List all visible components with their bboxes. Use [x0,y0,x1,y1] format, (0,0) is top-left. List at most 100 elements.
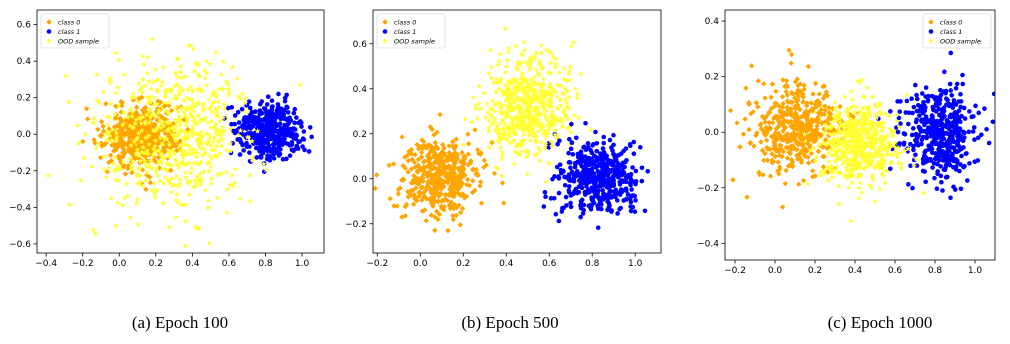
ood-sample-point [198,181,204,188]
class-1-point [275,108,280,114]
ood-sample-point [197,132,203,139]
class-1-point [619,172,625,178]
class-1-point [259,99,265,104]
ood-sample-point [575,114,582,121]
class-0-point [775,159,781,165]
class-1-point [929,150,935,156]
ood-sample-point [177,121,183,128]
ood-sample-point [160,200,167,206]
ood-sample-point [150,79,156,85]
ood-sample-point [143,134,149,141]
ood-sample-point [874,131,880,137]
class-0-point [405,158,411,164]
class-0-point [151,133,158,139]
legend-label: class 0 [58,18,80,26]
ood-sample-point [74,122,81,128]
class-1-point [918,129,924,134]
ood-sample-point [801,131,808,137]
ood-sample-point [146,164,153,170]
y-tick-label: −0.2 [345,220,367,230]
ood-sample-point [104,128,111,135]
ood-sample-point [495,165,501,171]
class-1-point [280,157,286,162]
ood-sample-point [510,106,516,112]
ood-sample-point [205,139,212,145]
class-0-point [174,147,180,154]
ood-sample-point [857,160,864,166]
class-1-point [932,127,937,133]
class-1-point [568,146,574,152]
ood-sample-point [45,172,51,178]
ood-sample-point [833,164,840,170]
legend-label: class 1 [394,28,416,36]
class-1-point [605,207,610,213]
class-1-point [564,203,569,208]
class-0-point [418,154,425,160]
ood-sample-point [876,148,882,155]
ood-sample-point [91,115,97,121]
class-0-point [742,116,748,122]
ood-sample-point [173,71,179,78]
ood-sample-point [518,51,525,57]
class-0-point [456,202,462,209]
class-1-point [627,143,633,149]
x-tick-label: 0.0 [413,259,428,269]
class-1-point [282,95,288,101]
ood-sample-point [496,58,502,64]
ood-sample-point [861,105,867,111]
class-1-point [566,160,572,165]
class-0-point [730,177,736,183]
ood-sample-point [563,96,569,102]
ood-sample-point [542,144,548,150]
class-1-point [914,108,920,114]
class-1-point [633,168,639,174]
ood-sample-point [176,84,183,90]
ood-sample-point [553,127,559,133]
class-0-point [775,116,782,122]
class-0-point [400,176,406,182]
ood-sample-point [212,92,219,98]
ood-sample-point [548,95,554,101]
class-1-point [599,174,604,180]
ood-sample-point [520,132,527,138]
ood-sample-point [158,125,164,131]
legend-label: class 1 [940,28,962,36]
class-1-point [621,179,626,184]
ood-sample-point [882,111,889,117]
ood-sample-point [884,148,890,155]
class-1-point [908,163,913,169]
ood-sample-point [873,129,880,135]
class-1-point [888,109,893,114]
class-0-point [155,131,161,137]
class-0-point [155,154,162,161]
ood-sample-point [861,165,867,172]
ood-sample-point [848,143,854,150]
ood-sample-point [845,175,851,181]
class-1-point [259,128,265,134]
ood-sample-point [225,92,232,98]
class-1-point [239,106,245,112]
x-tick-label: 0.2 [808,266,822,276]
class-1-point [257,148,262,154]
class-1-point [598,183,604,188]
ood-sample-point [472,103,479,109]
legend-marker-class-0 [382,19,388,25]
class-0-point [419,137,425,143]
ood-sample-point [828,122,834,129]
class-1-point [611,167,616,173]
class-1-point [611,183,616,188]
class-0-point [472,127,478,133]
class-1-point [271,116,276,122]
class-0-point [108,158,115,164]
ood-sample-point [209,100,216,106]
class-0-point [767,173,774,179]
ood-sample-point [167,153,174,159]
ood-sample-point [828,146,834,153]
ood-sample-point [197,178,204,184]
x-tick-label: −0.4 [35,259,57,269]
class-0-point [391,203,397,209]
caption-epoch-100: (a) Epoch 100 [131,313,229,332]
ood-sample-point [822,170,828,177]
class-1-point [271,128,277,133]
ood-sample-point [474,115,481,121]
